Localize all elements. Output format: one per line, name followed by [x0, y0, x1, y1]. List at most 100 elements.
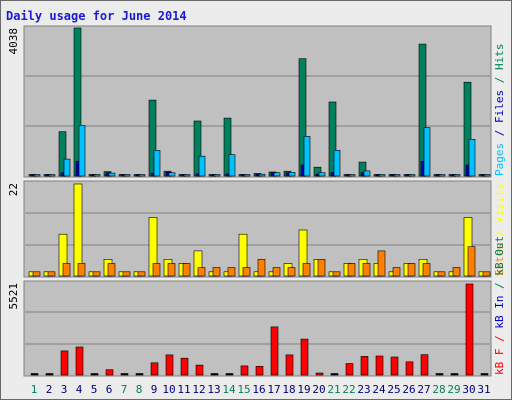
sites-bar	[467, 246, 476, 277]
day-label: 23	[357, 383, 370, 396]
day-label: 3	[61, 383, 68, 396]
pages-bar	[48, 174, 56, 177]
middle-bars	[28, 183, 491, 277]
kbf-bar	[390, 356, 399, 376]
sites-bar	[317, 258, 326, 277]
sites-bar	[137, 271, 146, 277]
sites-bar	[347, 263, 356, 277]
sites-bar	[362, 263, 371, 277]
kbf-bar	[285, 354, 294, 376]
day-label: 9	[151, 383, 158, 396]
sites-bar	[212, 267, 221, 277]
sites-bar	[272, 267, 281, 277]
day-label: 24	[372, 383, 386, 396]
day-label: 4	[76, 383, 83, 396]
middle-gridlines	[25, 212, 490, 246]
sites-bar	[152, 263, 161, 277]
sites-bar	[332, 271, 341, 277]
sites-bar	[182, 263, 191, 277]
pages-bar	[138, 174, 146, 177]
kbf-bar	[480, 373, 489, 376]
kbf-bar	[465, 283, 474, 376]
kbf-bar	[195, 364, 204, 376]
day-label: 6	[106, 383, 113, 396]
day-label: 22	[342, 383, 355, 396]
bottom-gridlines	[25, 311, 490, 345]
pages-bar	[33, 174, 41, 177]
sites-bar	[197, 267, 206, 277]
pages-bar	[423, 127, 431, 177]
pages-bar	[258, 173, 266, 177]
day-label: 13	[207, 383, 220, 396]
sites-bar	[377, 250, 386, 277]
kbf-bar	[375, 355, 384, 376]
day-label: 15	[237, 383, 250, 396]
day-label: 26	[402, 383, 415, 396]
top-bars	[28, 27, 491, 177]
legend-entry: kB Out	[493, 236, 506, 276]
legend-entry: /	[493, 329, 506, 349]
pages-bar	[183, 174, 191, 177]
kbf-bar	[120, 373, 129, 376]
pages-bar	[78, 125, 86, 177]
pages-bar	[153, 150, 161, 177]
kbf-bar	[330, 373, 339, 376]
pages-bar	[93, 174, 101, 177]
pages-bar	[243, 174, 251, 177]
pages-bar	[318, 172, 326, 177]
sites-bar	[47, 271, 56, 277]
kbf-bar	[315, 372, 324, 376]
legend-entry: /	[493, 276, 506, 296]
kbf-bar	[150, 362, 159, 376]
bottom-panel	[23, 280, 492, 377]
pages-bar	[363, 170, 371, 177]
sites-bar	[422, 263, 431, 277]
day-label: 28	[432, 383, 445, 396]
day-label: 27	[417, 383, 430, 396]
kbf-bar	[165, 354, 174, 376]
day-label: 2	[46, 383, 53, 396]
sites-bar	[302, 263, 311, 277]
sites-bar	[452, 267, 461, 277]
sites-bar	[242, 267, 251, 277]
kbf-bar	[30, 373, 39, 376]
pages-bar	[213, 174, 221, 177]
kbf-bar	[270, 326, 279, 376]
sites-bar	[32, 271, 41, 277]
sites-bar	[392, 267, 401, 277]
day-label: 31	[477, 383, 490, 396]
middle-panel	[23, 180, 492, 278]
pages-bar	[438, 174, 446, 177]
bottom-bars	[30, 283, 489, 376]
sites-bar	[407, 263, 416, 277]
day-label: 5	[91, 383, 98, 396]
kbf-bar	[45, 373, 54, 376]
sites-bar	[482, 271, 491, 277]
kbf-bar	[420, 354, 429, 376]
top-gridlines	[25, 75, 490, 127]
pages-bar	[378, 174, 386, 177]
day-labels: 1 2 3 4 5 6 7 8 9 10 11 12 13 14 15 16 17 18 19 20 21 22 23 24 2…	[31, 383, 491, 396]
pages-bar	[123, 174, 131, 177]
kbf-bar	[240, 365, 249, 376]
day-label: 17	[267, 383, 280, 396]
kbf-bar	[105, 369, 114, 376]
pages-bar	[453, 174, 461, 177]
top-panel	[23, 25, 492, 178]
kbf-bar	[90, 373, 99, 376]
pages-bar	[393, 174, 401, 177]
pages-bar	[273, 172, 281, 177]
day-label: 30	[462, 383, 475, 396]
pages-bar	[198, 155, 206, 177]
day-label: 10	[162, 383, 175, 396]
sites-bar	[287, 267, 296, 277]
kbf-bar	[345, 363, 354, 376]
kbf-bar	[60, 350, 69, 376]
chart-title: Daily usage for June 2014	[6, 9, 187, 23]
pages-bar	[348, 174, 356, 177]
kbf-bar	[300, 338, 309, 376]
pages-bar	[63, 158, 71, 177]
pages-bar	[168, 172, 176, 177]
pages-bar	[333, 150, 341, 177]
day-label: 11	[177, 383, 190, 396]
